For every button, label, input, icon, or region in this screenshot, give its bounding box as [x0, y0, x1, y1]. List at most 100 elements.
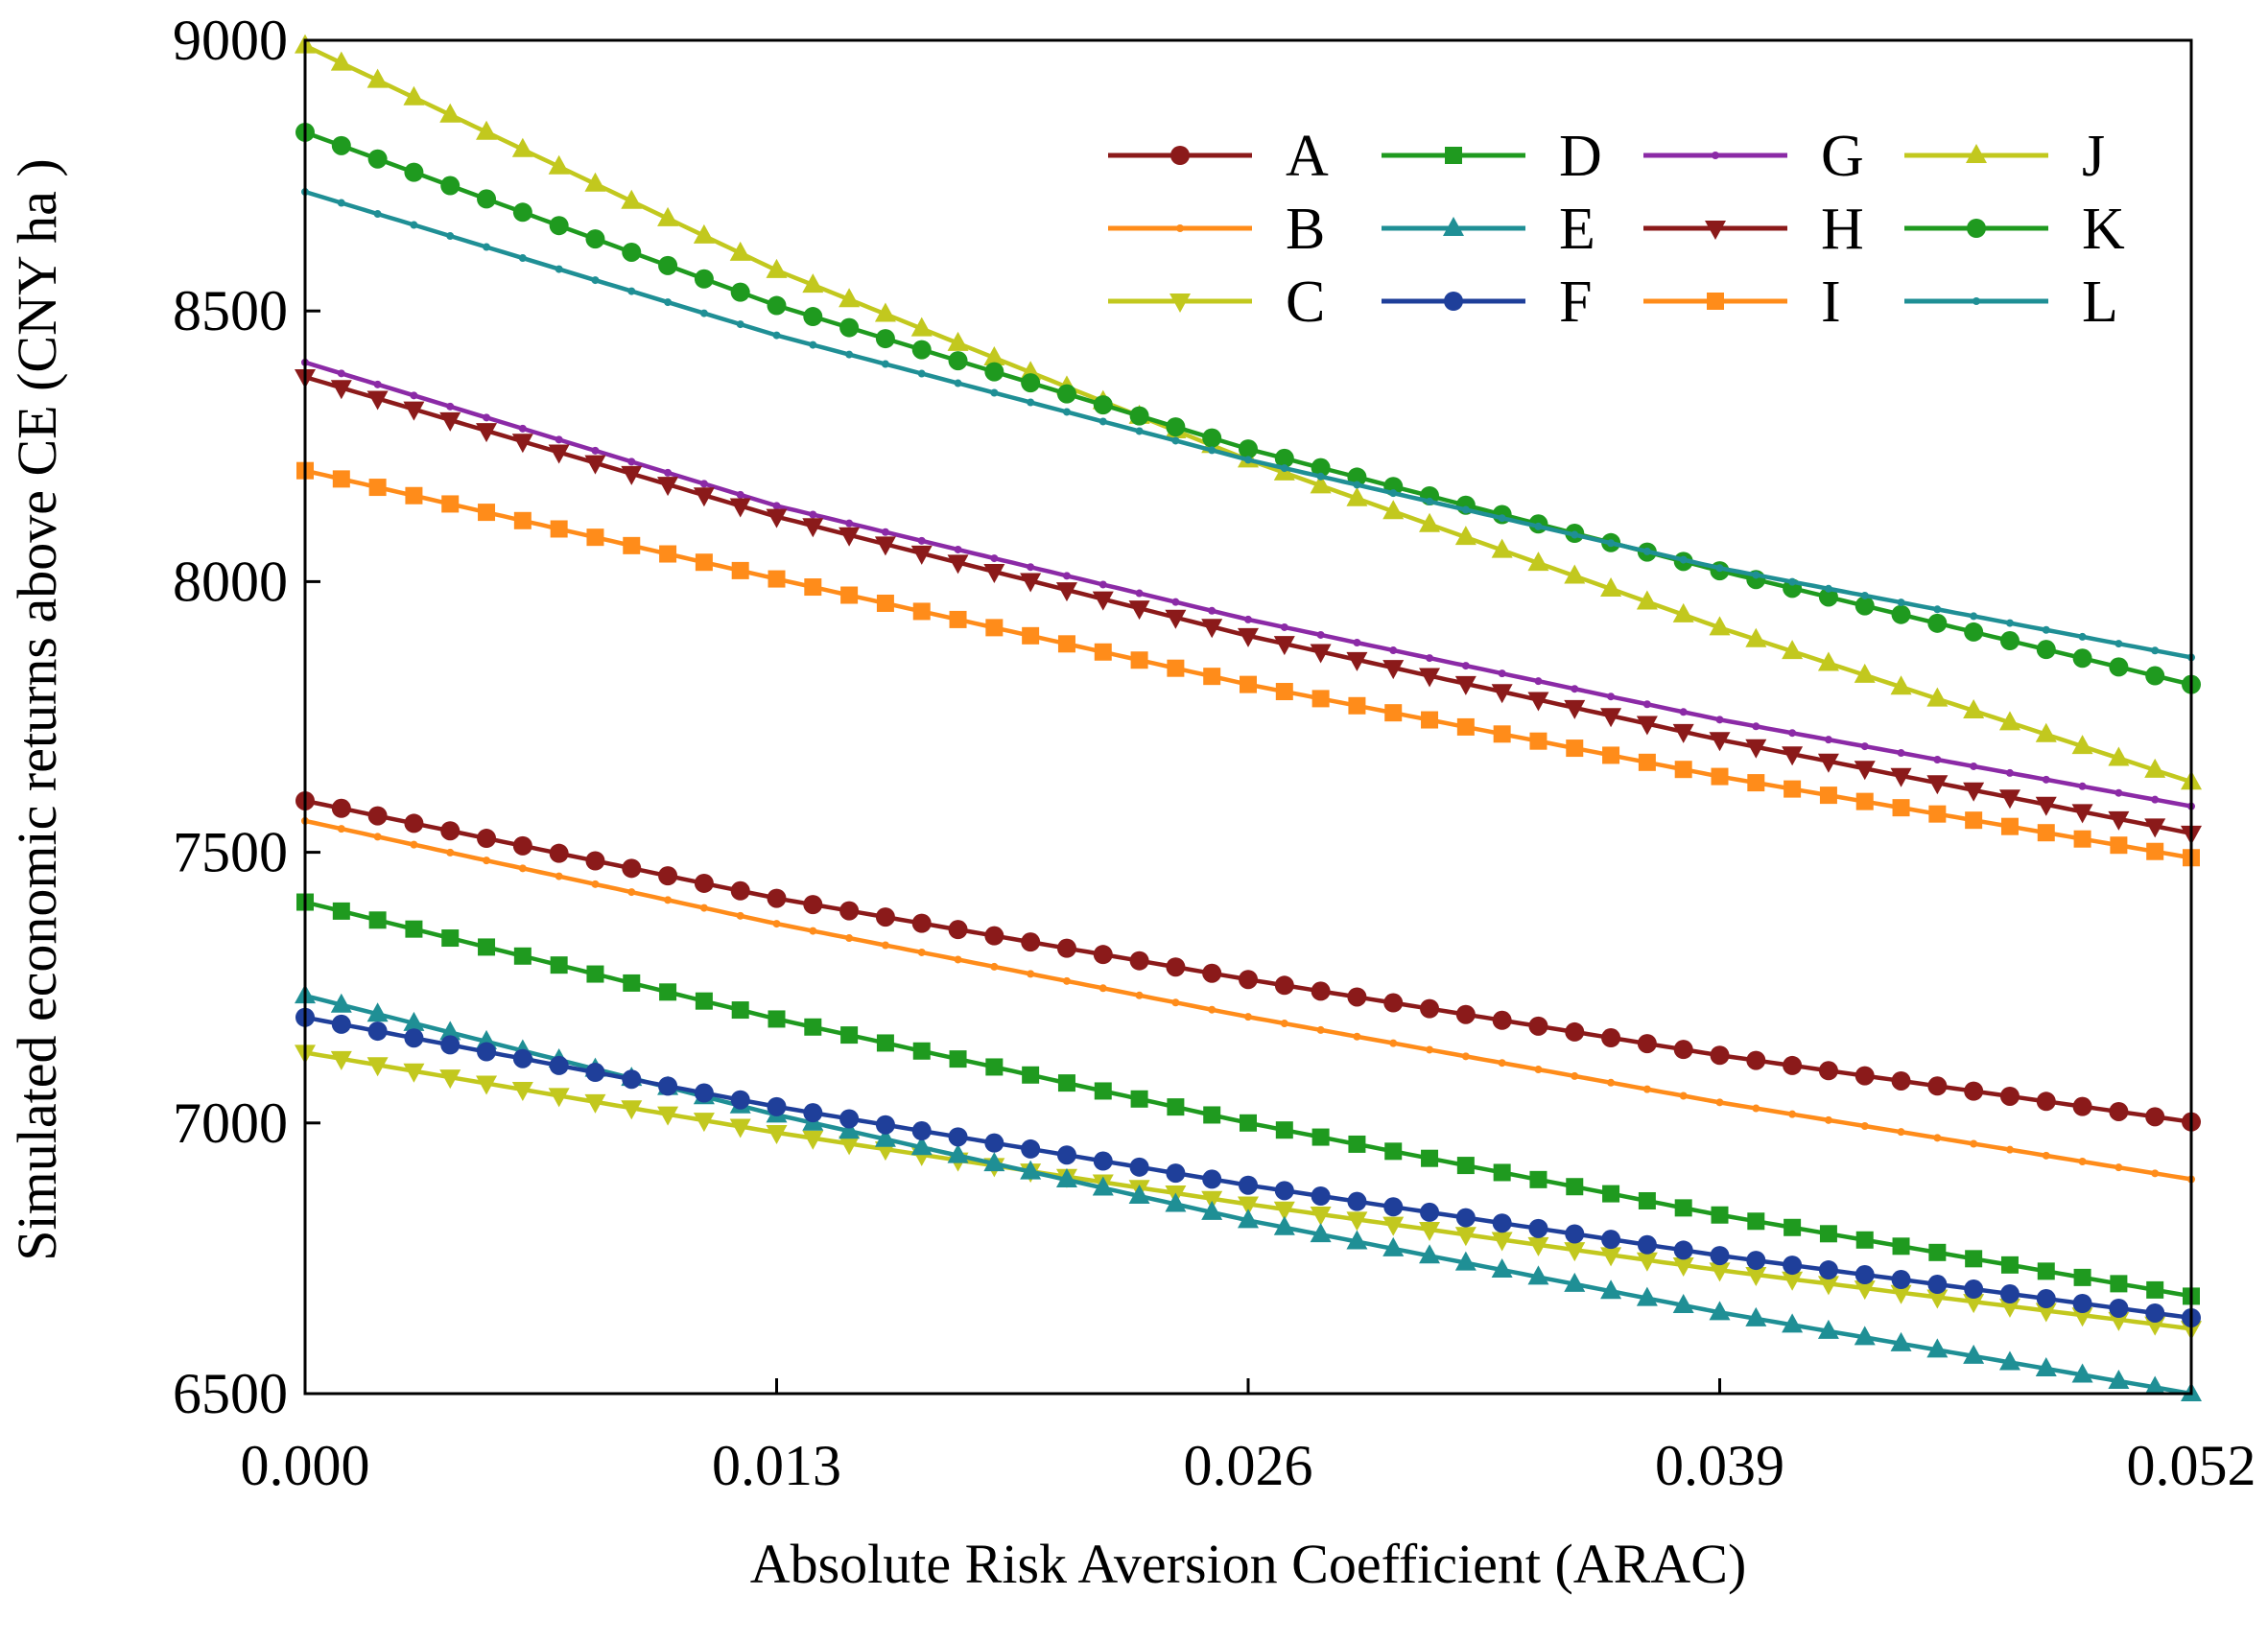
data-point-F — [1818, 1260, 1838, 1280]
data-point-K — [1093, 395, 1113, 415]
data-point-L — [2005, 619, 2014, 627]
data-point-B — [1208, 1005, 1217, 1014]
data-point-F — [1129, 1157, 1149, 1177]
data-point-G — [1897, 749, 1905, 758]
data-point-G — [2151, 795, 2160, 804]
data-point-J — [621, 189, 643, 209]
data-point-L — [1642, 547, 1651, 555]
legend: ABC DEF GHI JKL — [1108, 124, 2125, 335]
data-point-A — [1999, 1086, 2020, 1106]
data-point-I — [731, 561, 749, 579]
data-point-A — [1528, 1016, 1548, 1036]
data-point-E — [1346, 1230, 1368, 1250]
data-point-D — [1566, 1178, 1584, 1196]
data-point-E — [2035, 1356, 2057, 1376]
data-point-K — [585, 229, 605, 249]
data-point-G — [1933, 756, 1942, 764]
data-point-I — [876, 594, 894, 612]
data-point-K — [2072, 648, 2092, 669]
data-point-J — [1600, 576, 1622, 597]
data-point-A — [1964, 1081, 1984, 1101]
data-point-D — [912, 1042, 931, 1060]
data-point-L — [1171, 436, 1180, 445]
data-point-L — [2151, 646, 2160, 655]
data-point-I — [1892, 799, 1910, 817]
data-point-I — [1747, 774, 1765, 792]
data-point-A — [1710, 1045, 1730, 1066]
data-point-D — [368, 911, 387, 929]
data-point-D — [1819, 1225, 1837, 1243]
data-point-I — [985, 619, 1004, 637]
data-point-K — [1202, 428, 1222, 448]
data-point-G — [1571, 685, 1579, 693]
data-point-H — [874, 536, 896, 556]
data-point-D — [1445, 147, 1462, 164]
data-point-B — [1933, 1134, 1942, 1142]
legend-item-F: F — [1382, 270, 1592, 335]
data-point-B — [2114, 1163, 2123, 1172]
data-point-H — [1527, 692, 1549, 712]
data-point-J — [729, 241, 751, 261]
legend-label: H — [1821, 197, 1864, 262]
data-point-J — [366, 68, 389, 88]
data-point-L — [627, 287, 636, 295]
data-point-E — [1238, 1209, 1259, 1229]
data-point-I — [1240, 675, 1257, 693]
data-point-B — [591, 880, 600, 888]
data-point-F — [1347, 1191, 1367, 1211]
data-point-B — [627, 888, 636, 897]
data-point-G — [1027, 563, 1035, 572]
data-point-G — [1099, 580, 1107, 589]
data-point-I — [695, 553, 713, 572]
data-point-B — [1860, 1122, 1869, 1131]
data-point-D — [840, 1026, 859, 1044]
data-point-C — [330, 1050, 352, 1070]
data-point-A — [1420, 998, 1440, 1019]
data-point-C — [2144, 1316, 2166, 1336]
legend-item-B: B — [1108, 197, 1325, 262]
data-point-I — [1602, 746, 1620, 764]
data-point-G — [1970, 762, 1978, 770]
data-point-L — [1353, 481, 1361, 489]
data-point-H — [1310, 644, 1332, 664]
data-point-J — [584, 172, 606, 192]
data-point-J — [548, 154, 570, 175]
data-point-L — [1933, 605, 1942, 614]
data-point-F — [1891, 1270, 1911, 1290]
data-point-D — [1311, 1128, 1330, 1146]
data-point-D — [1602, 1185, 1620, 1203]
data-point-G — [1135, 589, 1144, 598]
legend-label: D — [1559, 124, 1602, 189]
data-point-K — [549, 216, 569, 236]
data-point-A — [1129, 951, 1149, 971]
series-F — [295, 1007, 2201, 1327]
data-point-G — [1208, 606, 1217, 615]
legend-label: G — [1821, 124, 1864, 189]
data-point-A — [367, 806, 388, 826]
data-point-E — [1745, 1306, 1767, 1326]
data-point-C — [1636, 1252, 1658, 1272]
data-point-A — [1274, 975, 1294, 996]
data-point-I — [513, 511, 532, 529]
data-point-B — [845, 934, 854, 943]
data-point-K — [622, 242, 642, 262]
data-point-L — [410, 221, 418, 229]
data-point-G — [917, 536, 926, 545]
data-point-D — [1529, 1170, 1547, 1188]
data-point-B — [2151, 1169, 2160, 1178]
data-point-J — [839, 288, 861, 308]
data-point-L — [446, 232, 455, 241]
data-point-G — [337, 369, 345, 378]
data-point-B — [917, 948, 926, 956]
data-point-F — [875, 1115, 895, 1135]
data-point-H — [2071, 804, 2093, 824]
data-point-B — [446, 848, 455, 857]
data-point-B — [1426, 1045, 1434, 1054]
data-point-H — [511, 434, 533, 454]
data-point-D — [1711, 1206, 1729, 1224]
data-point-E — [1998, 1350, 2020, 1371]
data-point-J — [1310, 474, 1332, 494]
data-point-F — [585, 1063, 605, 1083]
series-I — [296, 461, 2200, 867]
data-point-H — [1709, 732, 1731, 752]
